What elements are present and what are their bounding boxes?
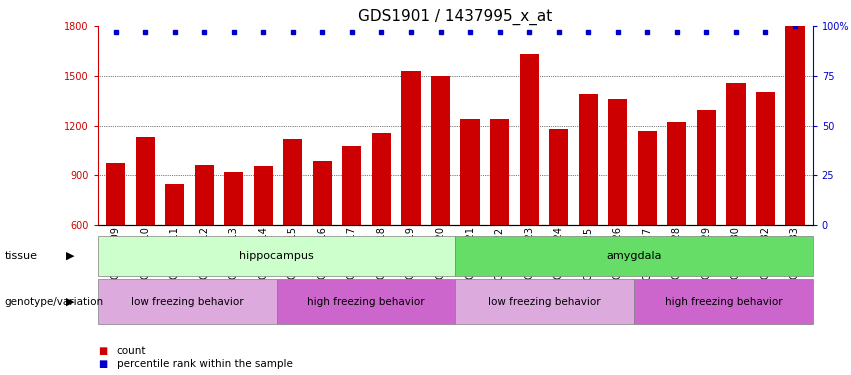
- Bar: [431, 76, 450, 225]
- Bar: [785, 26, 804, 225]
- Bar: [667, 122, 687, 225]
- Bar: [254, 166, 273, 225]
- Bar: [455, 236, 813, 276]
- Bar: [224, 172, 243, 225]
- Bar: [608, 99, 627, 225]
- Bar: [756, 93, 775, 225]
- Text: low freezing behavior: low freezing behavior: [488, 297, 601, 307]
- Bar: [579, 94, 597, 225]
- Text: ▶: ▶: [66, 251, 75, 261]
- Bar: [195, 165, 214, 225]
- Bar: [313, 161, 332, 225]
- Text: hippocampus: hippocampus: [239, 251, 314, 261]
- Text: ■: ■: [98, 346, 107, 355]
- Text: percentile rank within the sample: percentile rank within the sample: [117, 359, 293, 369]
- Text: low freezing behavior: low freezing behavior: [131, 297, 243, 307]
- Text: high freezing behavior: high freezing behavior: [665, 297, 782, 307]
- Bar: [460, 119, 480, 225]
- Bar: [402, 71, 420, 225]
- Text: amygdala: amygdala: [606, 251, 662, 261]
- Bar: [283, 139, 302, 225]
- Text: ■: ■: [98, 359, 107, 369]
- Text: high freezing behavior: high freezing behavior: [307, 297, 425, 307]
- Bar: [98, 279, 277, 324]
- Text: count: count: [117, 346, 146, 355]
- Title: GDS1901 / 1437995_x_at: GDS1901 / 1437995_x_at: [358, 9, 552, 25]
- Bar: [165, 184, 185, 225]
- Bar: [726, 82, 745, 225]
- Bar: [372, 133, 391, 225]
- Bar: [342, 146, 362, 225]
- Bar: [98, 236, 455, 276]
- Bar: [277, 279, 455, 324]
- Text: tissue: tissue: [4, 251, 37, 261]
- Bar: [455, 279, 634, 324]
- Bar: [697, 110, 716, 225]
- Bar: [106, 163, 125, 225]
- Bar: [519, 54, 539, 225]
- Bar: [637, 131, 657, 225]
- Bar: [634, 279, 813, 324]
- Text: ▶: ▶: [66, 297, 75, 307]
- Bar: [549, 129, 568, 225]
- Text: genotype/variation: genotype/variation: [4, 297, 103, 307]
- Bar: [490, 119, 509, 225]
- Bar: [135, 137, 155, 225]
